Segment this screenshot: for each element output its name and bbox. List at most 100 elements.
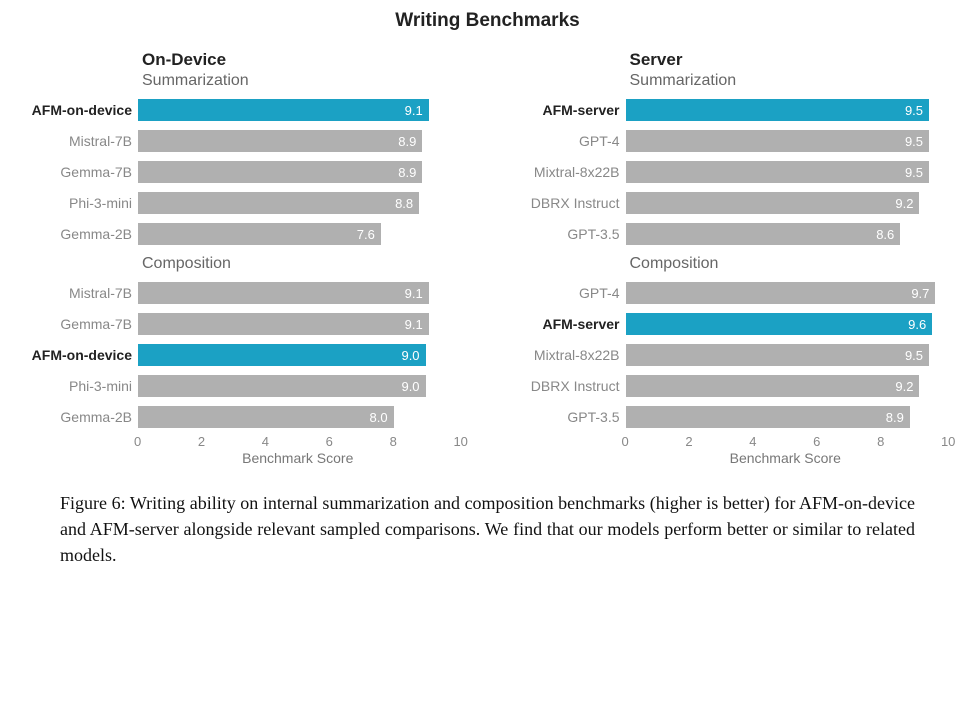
bar-track: 9.5 <box>626 161 946 183</box>
bar-row: AFM-on-device9.1 <box>10 96 458 124</box>
bar-row: GPT-3.58.6 <box>498 220 946 248</box>
x-tick: 8 <box>390 434 454 449</box>
panel-subtitle: Summarization <box>630 72 946 90</box>
x-tick: 4 <box>749 434 813 449</box>
panel-right-composition: CompositionGPT-4 9.7 AFM-server 9.6 Mixtral-… <box>498 255 946 472</box>
bar-track: 9.1 <box>138 282 458 304</box>
bar-row: Mistral-7B8.9 <box>10 127 458 155</box>
bar-value: 9.6 <box>908 317 926 332</box>
bar: 8.9 <box>626 406 910 428</box>
bar: 9.0 <box>138 344 426 366</box>
x-tick: 0 <box>622 434 686 449</box>
bar-label: Mixtral-8x22B <box>498 347 626 363</box>
x-axis: 0246810 <box>626 434 946 449</box>
bar-value: 9.7 <box>911 286 929 301</box>
bar-row: GPT-3.58.9 <box>498 403 946 431</box>
bar-label: AFM-server <box>498 316 626 332</box>
bar-track: 8.9 <box>138 161 458 183</box>
bar-label: GPT-4 <box>498 285 626 301</box>
bar-track: 9.2 <box>626 375 946 397</box>
bar: 9.2 <box>626 192 920 214</box>
bar: 8.9 <box>138 161 422 183</box>
bar-row: Gemma-2B 7.6 <box>10 220 458 248</box>
bar-row: Gemma-7B9.1 <box>10 310 458 338</box>
bar: 8.8 <box>138 192 419 214</box>
bar: 9.1 <box>138 313 429 335</box>
panel-right-summarization: ServerSummarizationAFM-server9.5GPT-49.5… <box>498 50 946 251</box>
x-axis-label: Benchmark Score <box>626 450 946 466</box>
bar-value: 9.5 <box>905 165 923 180</box>
bar-row: DBRX Instruct 9.2 <box>498 189 946 217</box>
bar: 9.5 <box>626 130 930 152</box>
bar-track: 9.0 <box>138 375 458 397</box>
bar-value: 8.8 <box>395 196 413 211</box>
bar: 9.7 <box>626 282 936 304</box>
bar-row: Mistral-7B 9.1 <box>10 279 458 307</box>
bar-row: AFM-server9.5 <box>498 96 946 124</box>
panel-left-summarization: On-Device Summarization AFM-on-device9.1 Mi… <box>10 50 458 251</box>
bar: 9.0 <box>138 375 426 397</box>
column-head-left: On-Device <box>142 50 458 70</box>
bar-row: Phi-3-mini9.0 <box>10 372 458 400</box>
bar-value: 7.6 <box>357 227 375 242</box>
x-tick: 8 <box>877 434 941 449</box>
bar-label: Mistral-7B <box>10 285 138 301</box>
bar-label: DBRX Instruct <box>498 378 626 394</box>
panel-left-composition: CompositionMistral-7B9.1Gemma-7B9.1AFM-o… <box>10 255 458 472</box>
panel-subtitle: Composition <box>142 255 458 273</box>
bar-rows: Mistral-7B9.1Gemma-7B9.1AFM-on-device9.0… <box>10 279 458 431</box>
bar-label: DBRX Instruct <box>498 195 626 211</box>
bar: 9.5 <box>626 344 930 366</box>
bar-track: 8.9 <box>626 406 946 428</box>
x-tick: 0 <box>134 434 198 449</box>
bar-value: 9.1 <box>405 286 423 301</box>
bar-track: 8.8 <box>138 192 458 214</box>
bar: 9.5 <box>626 161 930 183</box>
bar-label: GPT-3.5 <box>498 409 626 425</box>
bar-label: Gemma-7B <box>10 316 138 332</box>
bar-value: 9.5 <box>905 103 923 118</box>
bar-value: 9.1 <box>405 103 423 118</box>
bar: 9.1 <box>138 282 429 304</box>
bar-row: AFM-server 9.6 <box>498 310 946 338</box>
bar-rows: GPT-4 9.7 AFM-server 9.6 Mixtral-8x22B 9.5 DBR… <box>498 279 946 431</box>
bar-value: 9.2 <box>895 379 913 394</box>
bar-row: AFM-on-device9.0 <box>10 341 458 369</box>
bar-value: 8.9 <box>398 134 416 149</box>
bar: 8.9 <box>138 130 422 152</box>
bar-label: Phi-3-mini <box>10 195 138 211</box>
bar-value: 9.2 <box>895 196 913 211</box>
bar: 9.6 <box>626 313 933 335</box>
bar-value: 8.0 <box>370 410 388 425</box>
bar-track: 9.5 <box>626 99 946 121</box>
bar-row: Gemma-7B8.9 <box>10 158 458 186</box>
x-axis-label: Benchmark Score <box>138 450 458 466</box>
figure-caption: Figure 6: Writing ability on internal su… <box>0 472 975 568</box>
bar-label: Mixtral-8x22B <box>498 164 626 180</box>
bar-rows: AFM-server9.5GPT-49.5Mixtral-8x22B9.5DBR… <box>498 96 946 248</box>
panel-subtitle: Composition <box>630 255 946 273</box>
bar-label: Gemma-2B <box>10 409 138 425</box>
bar-track: 9.0 <box>138 344 458 366</box>
bar-track: 9.1 <box>138 313 458 335</box>
bar-label: Gemma-2B <box>10 226 138 242</box>
bar-row: GPT-4 9.7 <box>498 279 946 307</box>
bar-track: 8.6 <box>626 223 946 245</box>
bar-track: 9.7 <box>626 282 946 304</box>
bar-row: DBRX Instruct 9.2 <box>498 372 946 400</box>
bar-row: GPT-49.5 <box>498 127 946 155</box>
x-tick: 6 <box>326 434 390 449</box>
panel-subtitle: Summarization <box>142 72 458 90</box>
bar-row: Mixtral-8x22B 9.5 <box>498 158 946 186</box>
chart-grid: On-Device Summarization AFM-on-device9.1 Mi… <box>0 50 975 472</box>
bar: 7.6 <box>138 223 381 245</box>
bar: 9.5 <box>626 99 930 121</box>
bar-value: 9.5 <box>905 348 923 363</box>
x-tick: 2 <box>685 434 749 449</box>
x-axis: 0246810 <box>138 434 458 449</box>
bar-track: 9.5 <box>626 130 946 152</box>
bar-label: GPT-4 <box>498 133 626 149</box>
bar-row: Gemma-2B 8.0 <box>10 403 458 431</box>
bar: 8.6 <box>626 223 901 245</box>
bar-track: 7.6 <box>138 223 458 245</box>
